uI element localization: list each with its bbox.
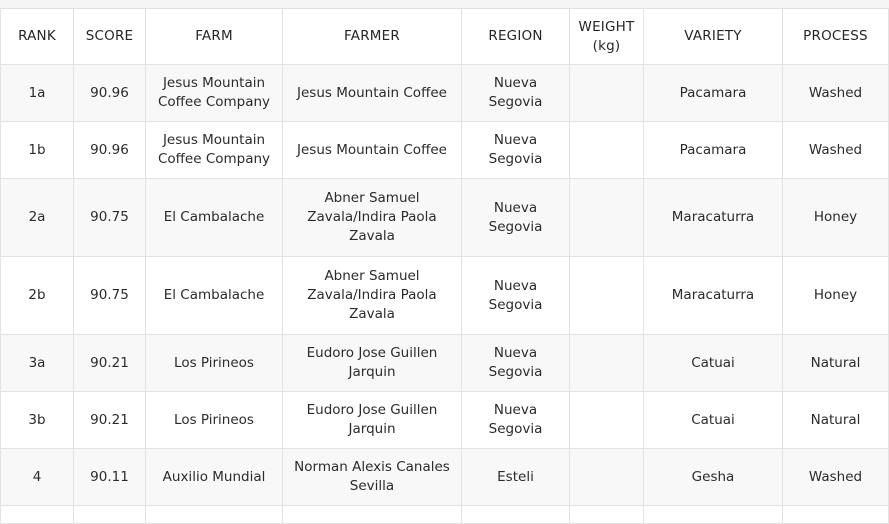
cell-weight bbox=[569, 334, 644, 392]
column-header-process[interactable]: PROCESS bbox=[782, 8, 889, 65]
cell-farmer: Jesus Mountain Coffee bbox=[282, 64, 462, 122]
cell-process: Honey bbox=[782, 178, 889, 257]
cell-score: 90.21 bbox=[73, 334, 146, 392]
cell-variety: Maracaturra bbox=[643, 178, 783, 257]
cell-farmer bbox=[282, 505, 462, 524]
cell-rank bbox=[0, 505, 74, 524]
cell-farmer: Eudoro Jose Guillen Jarquin bbox=[282, 334, 462, 392]
cell-variety: Catuai bbox=[643, 391, 783, 449]
table-row[interactable]: 1b 90.96 Jesus Mountain Coffee Company J… bbox=[0, 121, 889, 179]
cell-variety: Pacamara bbox=[643, 121, 783, 179]
cell-weight bbox=[569, 505, 644, 524]
table-row[interactable]: 3a 90.21 Los Pirineos Eudoro Jose Guille… bbox=[0, 334, 889, 392]
cell-region: Nueva Segovia bbox=[461, 256, 570, 335]
cell-region: Esteli bbox=[461, 448, 570, 506]
cell-score: 90.96 bbox=[73, 121, 146, 179]
header-row: RANK SCORE FARM FARMER REGION WEIGHT (kg… bbox=[0, 8, 889, 65]
column-header-farm[interactable]: FARM bbox=[145, 8, 283, 65]
table-header: RANK SCORE FARM FARMER REGION WEIGHT (kg… bbox=[0, 8, 889, 65]
cell-variety: Catuai bbox=[643, 334, 783, 392]
cell-process: Honey bbox=[782, 256, 889, 335]
cell-weight bbox=[569, 121, 644, 179]
table-row[interactable]: 2a 90.75 El Cambalache Abner Samuel Zava… bbox=[0, 178, 889, 257]
cell-rank: 2a bbox=[0, 178, 74, 257]
column-header-variety[interactable]: VARIETY bbox=[643, 8, 783, 65]
cell-farm: El Cambalache bbox=[145, 256, 283, 335]
cell-farmer: Norman Alexis Canales Sevilla bbox=[282, 448, 462, 506]
cell-farmer: Abner Samuel Zavala/Indira Paola Zavala bbox=[282, 256, 462, 335]
cell-score bbox=[73, 505, 146, 524]
cell-farm: Los Pirineos bbox=[145, 334, 283, 392]
cell-variety: Maracaturra bbox=[643, 256, 783, 335]
table-body: 1a 90.96 Jesus Mountain Coffee Company J… bbox=[0, 64, 889, 524]
table-row[interactable]: 4 90.11 Auxilio Mundial Norman Alexis Ca… bbox=[0, 448, 889, 506]
cell-variety bbox=[643, 505, 783, 524]
cell-farm: Jesus Mountain Coffee Company bbox=[145, 121, 283, 179]
cell-rank: 3a bbox=[0, 334, 74, 392]
column-header-weight[interactable]: WEIGHT (kg) bbox=[569, 8, 644, 65]
cell-process: Natural bbox=[782, 334, 889, 392]
cell-farm: Jesus Mountain Coffee Company bbox=[145, 64, 283, 122]
cell-region: Nueva Segovia bbox=[461, 178, 570, 257]
cell-region: Nueva Segovia bbox=[461, 64, 570, 122]
cell-rank: 1a bbox=[0, 64, 74, 122]
cell-rank: 2b bbox=[0, 256, 74, 335]
cell-weight bbox=[569, 256, 644, 335]
cell-farm bbox=[145, 505, 283, 524]
table-row[interactable] bbox=[0, 505, 889, 524]
column-header-rank[interactable]: RANK bbox=[0, 8, 74, 65]
cell-weight bbox=[569, 391, 644, 449]
cell-process bbox=[782, 505, 889, 524]
table-row[interactable]: 3b 90.21 Los Pirineos Eudoro Jose Guille… bbox=[0, 391, 889, 449]
column-header-region[interactable]: REGION bbox=[461, 8, 570, 65]
cell-weight bbox=[569, 448, 644, 506]
cell-farmer: Eudoro Jose Guillen Jarquin bbox=[282, 391, 462, 449]
cell-region: Nueva Segovia bbox=[461, 391, 570, 449]
page-root: RANK SCORE FARM FARMER REGION WEIGHT (kg… bbox=[0, 8, 889, 524]
cell-farmer: Jesus Mountain Coffee bbox=[282, 121, 462, 179]
cell-region: Nueva Segovia bbox=[461, 334, 570, 392]
cell-weight bbox=[569, 64, 644, 122]
cell-farm: Auxilio Mundial bbox=[145, 448, 283, 506]
column-header-farmer[interactable]: FARMER bbox=[282, 8, 462, 65]
cell-score: 90.75 bbox=[73, 178, 146, 257]
cell-process: Washed bbox=[782, 121, 889, 179]
cell-variety: Gesha bbox=[643, 448, 783, 506]
cell-rank: 3b bbox=[0, 391, 74, 449]
cell-process: Washed bbox=[782, 448, 889, 506]
cell-region bbox=[461, 505, 570, 524]
cell-score: 90.11 bbox=[73, 448, 146, 506]
cell-score: 90.75 bbox=[73, 256, 146, 335]
coffee-results-table: RANK SCORE FARM FARMER REGION WEIGHT (kg… bbox=[0, 8, 889, 524]
column-header-weight-label: WEIGHT bbox=[578, 18, 635, 35]
cell-rank: 4 bbox=[0, 448, 74, 506]
cell-process: Washed bbox=[782, 64, 889, 122]
cell-weight bbox=[569, 178, 644, 257]
table-row[interactable]: 1a 90.96 Jesus Mountain Coffee Company J… bbox=[0, 64, 889, 122]
cell-region: Nueva Segovia bbox=[461, 121, 570, 179]
column-header-weight-unit: (kg) bbox=[592, 37, 621, 54]
table-row[interactable]: 2b 90.75 El Cambalache Abner Samuel Zava… bbox=[0, 256, 889, 335]
cell-farmer: Abner Samuel Zavala/Indira Paola Zavala bbox=[282, 178, 462, 257]
column-header-score[interactable]: SCORE bbox=[73, 8, 146, 65]
cell-variety: Pacamara bbox=[643, 64, 783, 122]
cell-farm: Los Pirineos bbox=[145, 391, 283, 449]
cell-score: 90.96 bbox=[73, 64, 146, 122]
cell-process: Natural bbox=[782, 391, 889, 449]
cell-rank: 1b bbox=[0, 121, 74, 179]
cell-farm: El Cambalache bbox=[145, 178, 283, 257]
cell-score: 90.21 bbox=[73, 391, 146, 449]
results-table-container: RANK SCORE FARM FARMER REGION WEIGHT (kg… bbox=[0, 8, 889, 524]
